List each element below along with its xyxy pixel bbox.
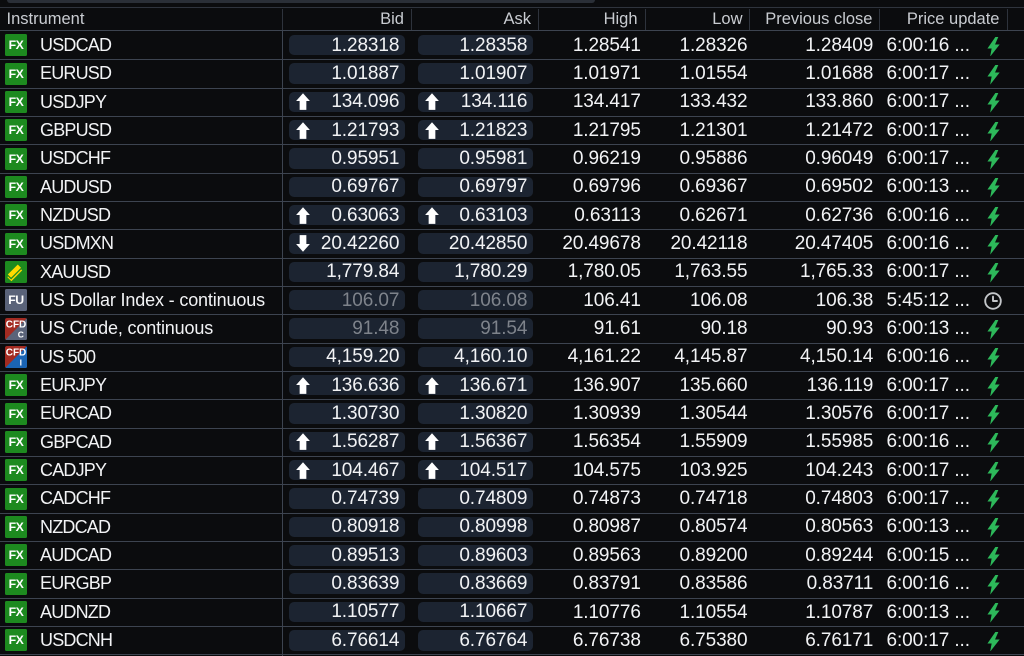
svg-text:C: C bbox=[18, 329, 24, 339]
svg-text:I: I bbox=[20, 357, 22, 367]
svg-text:CFD: CFD bbox=[6, 319, 27, 330]
svg-text:CFD: CFD bbox=[6, 347, 27, 358]
